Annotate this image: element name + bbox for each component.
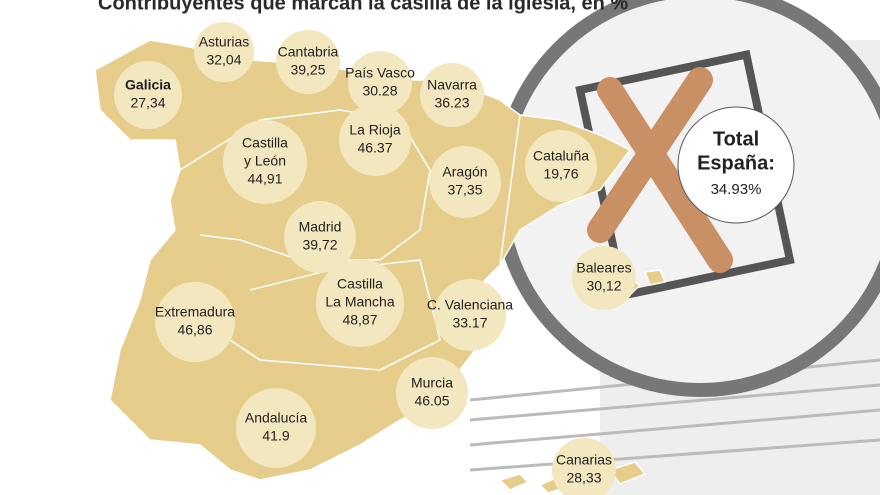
region-value: 30,12 — [586, 278, 621, 294]
region-name: Cantabria — [278, 44, 339, 60]
paper-lines — [469, 358, 880, 472]
region-circle — [284, 201, 356, 273]
region-name: La Rioja — [349, 122, 401, 138]
region-circle — [114, 61, 182, 129]
region-value: 46.05 — [414, 393, 449, 409]
region-value: 32,04 — [206, 52, 241, 68]
total-value: 34.93% — [711, 181, 762, 198]
region-circle — [525, 130, 597, 202]
region-name: Navarra — [427, 77, 477, 93]
region-name: C. Valenciana — [427, 297, 513, 313]
region-circle — [396, 357, 468, 429]
region-name: Baleares — [576, 260, 631, 276]
region-name: Murcia — [411, 375, 453, 391]
total-circle — [677, 106, 795, 224]
region-value: 33.17 — [452, 315, 487, 331]
region-name: País Vasco — [345, 65, 415, 81]
region-name: Madrid — [299, 219, 342, 235]
region-value: 36.23 — [434, 95, 469, 111]
region-circle — [420, 63, 484, 127]
region-name: Canarias — [556, 452, 612, 468]
title: Contribuyentes que marcan la casilla de … — [98, 0, 628, 14]
region-circle — [155, 282, 235, 362]
region-value: 46,86 — [177, 322, 212, 338]
region-name: Asturias — [199, 34, 250, 50]
region-value: 44,91 — [247, 171, 282, 187]
cross-mark — [587, 67, 733, 273]
region-circle — [276, 30, 340, 94]
region-value: 19,76 — [543, 166, 578, 182]
region-value: 30.28 — [362, 83, 397, 99]
region-value: 28,33 — [566, 470, 601, 486]
total: Total España: 34.93% — [677, 106, 795, 224]
region-circle — [572, 246, 636, 310]
region-circle — [316, 259, 404, 347]
region-name: Galicia — [125, 77, 171, 93]
region-value: 39,72 — [302, 237, 337, 253]
region-name: y León — [244, 153, 286, 169]
region-value: 39,25 — [290, 62, 325, 78]
region-circle — [552, 438, 616, 495]
background — [469, 0, 880, 495]
total-name: Total — [713, 128, 759, 150]
total-name: España: — [697, 152, 775, 174]
region-name: La Mancha — [325, 294, 394, 310]
region-circle — [236, 388, 316, 468]
regions: Galicia 27,34 Asturias 32,04 Cantabria 39,25 P… — [114, 22, 636, 495]
region-name: Castilla — [337, 276, 383, 292]
region-circle — [434, 279, 506, 351]
region-value: 27,34 — [130, 95, 165, 111]
region-circle — [223, 120, 307, 204]
region-value: 48,87 — [342, 312, 377, 328]
region-circle — [194, 22, 254, 82]
region-circle — [339, 104, 411, 176]
region-value: 37,35 — [447, 182, 482, 198]
region-value: 46.37 — [357, 140, 392, 156]
region-name: Aragón — [442, 164, 487, 180]
region-name: Andalucía — [245, 410, 307, 426]
region-name: Castilla — [242, 135, 288, 151]
region-value: 41.9 — [262, 428, 289, 444]
region-circle — [429, 146, 501, 218]
region-circle — [348, 51, 412, 115]
region-name: Cataluña — [533, 148, 589, 164]
region-name: Extremadura — [155, 304, 235, 320]
